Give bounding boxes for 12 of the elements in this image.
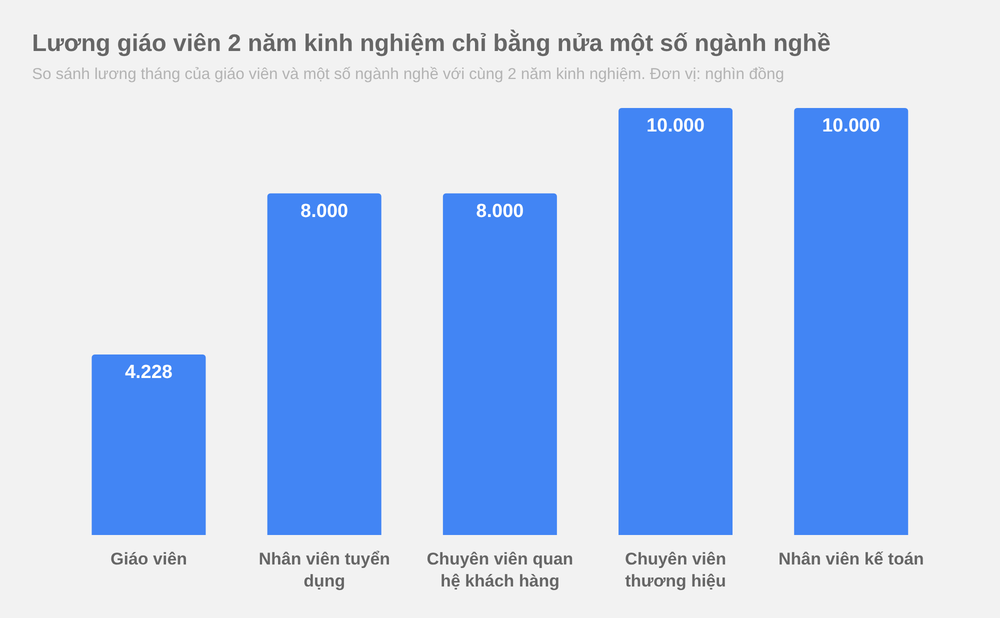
data-label: 10.000 — [646, 115, 705, 136]
chart-title: Lương giáo viên 2 năm kinh nghiệm chỉ bằng nửa một số ngành nghề — [32, 30, 831, 58]
x-tick-label: Chuyên viên thương hiệu — [625, 549, 726, 590]
data-label: 4.228 — [124, 362, 173, 383]
x-tick-label: Chuyên viên quan hệ khách hàng — [426, 549, 574, 590]
chart-subtitle: So sánh lương tháng của giáo viên và một số ngành nghề với cùng 2 năm kinh nghiệm. Đơn vị: nghìn đồng — [32, 66, 784, 84]
x-tick-label: Nhân viên tuyển dụng — [258, 549, 390, 590]
x-tick-label: Giáo viên — [110, 549, 188, 568]
x-tick-label: Nhân viên kế toán — [778, 549, 924, 568]
data-label: 10.000 — [822, 115, 880, 136]
data-label: 8.000 — [476, 200, 524, 222]
data-label: 8.000 — [300, 200, 348, 222]
